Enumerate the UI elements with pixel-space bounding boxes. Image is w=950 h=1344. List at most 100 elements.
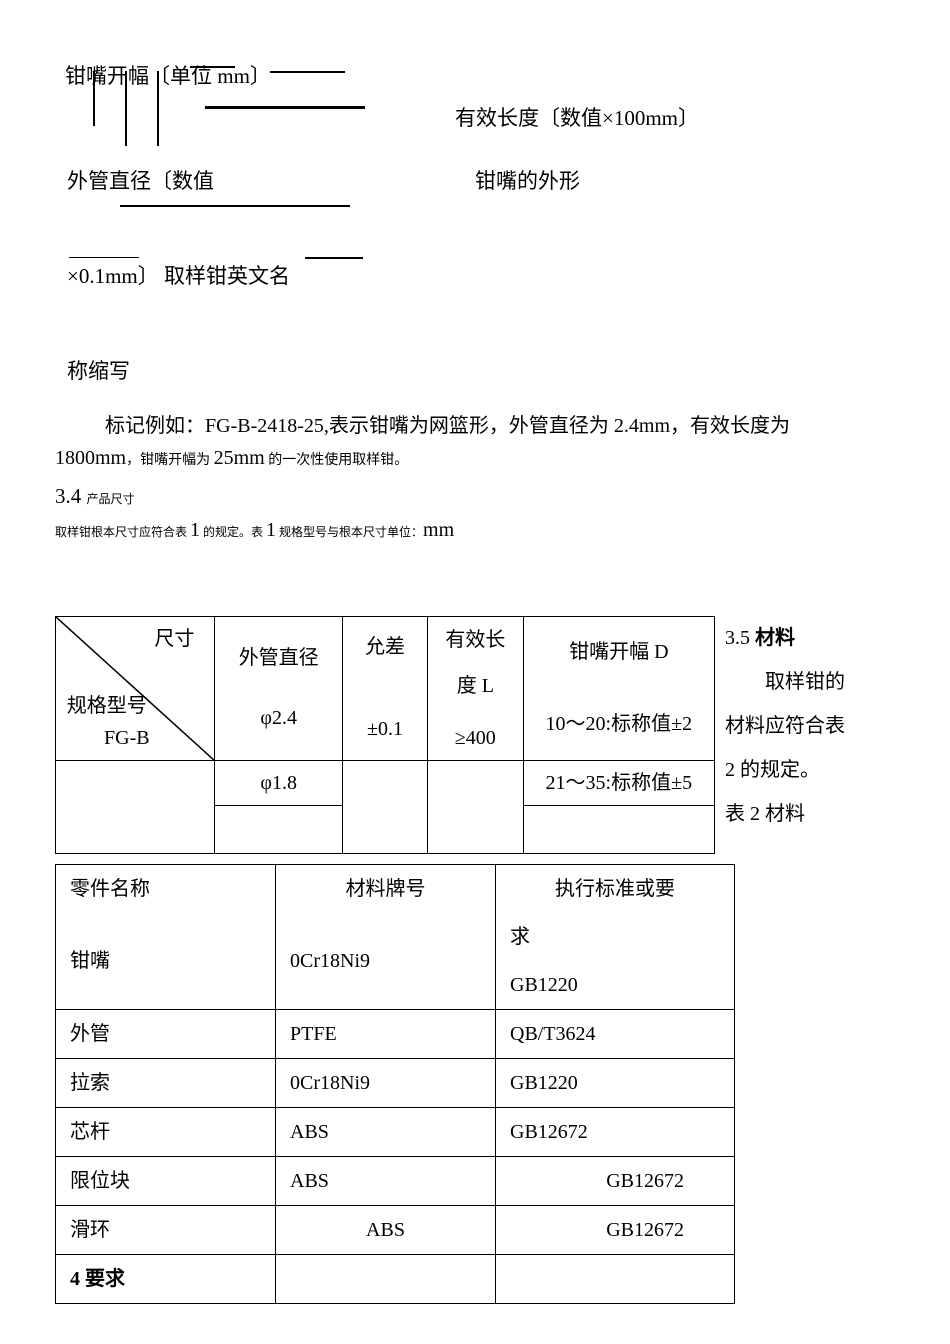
t2-h1: 零件名称 [56,865,276,914]
range1: 10～20:标称值±2 [534,708,704,740]
table-row: 限位块 ABS GB12672 [56,1157,735,1206]
tol-val: ±0.1 [353,713,417,745]
table-row: 拉索 0Cr18Ni9 GB1220 [56,1059,735,1108]
t2-r4c1: 芯杆 [56,1108,276,1157]
table-row: 滑环 ABS GB12672 [56,1206,735,1255]
col-jaw: 钳嘴开幅 D 10～20:标称值±2 [523,616,714,761]
label-times01: ×0.1mm〕 取样钳英文名 [67,260,290,294]
t2-r6c3: GB12672 [496,1206,735,1255]
example-mid: ,表示钳嘴为网篮形，外管直径为 [324,415,614,437]
table1-wrap: 尺寸 规格型号FG-B 外管直径 φ2.4 允差 ±0.1 有效长 钳嘴开幅 D… [55,616,895,855]
table-row: 外管 PTFE QB/T3624 [56,1010,735,1059]
label-abbrev: 称缩写 [67,355,130,389]
section-3-4: 3.4 产品尺寸 [55,480,895,514]
empty-cell [56,761,215,854]
table-row: 4 要求 [56,1255,735,1304]
empty-cell [276,1255,496,1304]
len-val: ≥400 [438,722,513,754]
col-tol: 允差 ±0.1 [342,616,427,761]
t2-r3c2: 0Cr18Ni9 [276,1059,496,1108]
diag-top-label: 尺寸 [154,623,194,655]
example-l2d: 的一次性使用取样钳。 [265,453,409,468]
label-open-width: 钳嘴开幅〔单位 mm〕 [65,60,271,94]
line-seg [190,66,235,68]
line-seg [125,71,127,146]
example-25: 25mm [214,447,265,469]
table-row: φ1.8 21～35:标称值±5 [56,761,715,806]
empty-cell [215,806,343,854]
empty-cell [523,806,714,854]
sec34-unit: mm [423,519,454,541]
sec35: 3.5 材料 [725,616,895,660]
t2-r4c3: GB12672 [496,1108,735,1157]
example-1800: 1800mm [55,447,126,469]
diagram-labels: 钳嘴开幅〔单位 mm〕 有效长度〔数值×100mm〕 外管直径〔数值 钳嘴的外形… [55,60,895,390]
sec34-one: 1 [190,519,200,541]
sec34-d1: 取样钳根本尺寸应符合表 [55,525,190,539]
example-line2: 1800mm，钳嘴开幅为 25mm 的一次性使用取样钳。 [55,442,895,474]
col5-label: 钳嘴开幅 D [534,636,704,668]
t2-r5c3: GB12672 [496,1157,735,1206]
range2-cell: 21～35:标称值±5 [523,761,714,806]
col-outer-dia: 外管直径 φ2.4 [215,616,343,761]
sec34-title: 产品尺寸 [87,492,135,506]
t2-r2c3: QB/T3624 [496,1010,735,1059]
spec-table: 尺寸 规格型号FG-B 外管直径 φ2.4 允差 ±0.1 有效长 钳嘴开幅 D… [55,616,715,855]
fgb-label: FG-B [64,727,150,749]
phi18-cell: φ1.8 [215,761,343,806]
t2-r2c1: 外管 [56,1010,276,1059]
table-row: 零件名称 材料牌号 执行标准或要 [56,865,735,914]
t2-r5c1: 限位块 [56,1157,276,1206]
example-prefix: 标记例如： [105,415,205,437]
t2-r3c3: GB1220 [496,1059,735,1108]
phi24: φ2.4 [225,702,332,734]
t2-r2c2: PTFE [276,1010,496,1059]
line-seg [305,257,363,259]
t2-r6c1: 滑环 [56,1206,276,1255]
col2-label: 外管直径 [225,642,332,674]
line-seg [270,71,345,73]
diag-header: 尺寸 规格型号FG-B [56,616,215,761]
t2-h3a: 执行标准或要 [496,865,735,914]
sec35-title: 材料 [755,627,795,649]
example-paragraph: 标记例如：FG-B-2418-25,表示钳嘴为网篮形，外管直径为 2.4mm，有… [55,410,895,442]
t2-r1c2: 0Cr18Ni9 [276,913,496,1010]
label-jaw-shape: 钳嘴的外形 [475,165,580,199]
side-line1: 取样钳的 [725,660,895,704]
side-text-block: 3.5 材料 取样钳的 材料应符合表 2 的规定。 表 2 材料 [725,616,895,836]
col3-label: 允差 [353,631,417,663]
example-mid2: ，有效长度为 [670,415,790,437]
line-seg [93,71,95,126]
t2-r1c3: GB1220 [496,961,735,1010]
label-outer-diameter: 外管直径〔数值 [67,165,214,199]
col-len-top: 有效长 [428,616,524,664]
table-row: 钳嘴 0Cr18Ni9 求 [56,913,735,961]
empty-cell [342,761,427,854]
label-effective-length: 有效长度〔数值×100mm〕 [455,102,699,136]
empty-cell [496,1255,735,1304]
t2-r3c1: 拉索 [56,1059,276,1108]
sec34-d3: 规格型号与根本尺寸单位： [276,525,423,539]
col4b-label: 度 L [438,670,513,702]
side-line4: 表 2 材料 [725,792,895,836]
sec35-num: 3.5 [725,627,755,649]
col-len-bot: 度 L ≥400 [428,664,524,761]
t2-r5c2: ABS [276,1157,496,1206]
t2-h2: 材料牌号 [276,865,496,914]
diag-bot-label: 规格型号FG-B [64,690,150,754]
t2-r4c2: ABS [276,1108,496,1157]
line-seg [69,257,139,258]
sec34-num: 3.4 [55,484,81,508]
t2-last: 4 要求 [56,1255,276,1304]
sec34-d2: 的规定。表 [200,525,266,539]
example-val1: 2.4mm [614,415,670,437]
line-seg [157,71,159,146]
t2-r6c2: ABS [276,1206,496,1255]
side-line3: 2 的规定。 [725,748,895,792]
sec34-desc: 取样钳根本尺寸应符合表 1 的规定。表 1 规格型号与根本尺寸单位：mm [55,514,895,546]
side-line2: 材料应符合表 [725,704,895,748]
t2-r1c1: 钳嘴 [56,913,276,1010]
empty-cell [428,761,524,854]
table-row: 尺寸 规格型号FG-B 外管直径 φ2.4 允差 ±0.1 有效长 钳嘴开幅 D… [56,616,715,664]
line-seg [120,205,350,207]
